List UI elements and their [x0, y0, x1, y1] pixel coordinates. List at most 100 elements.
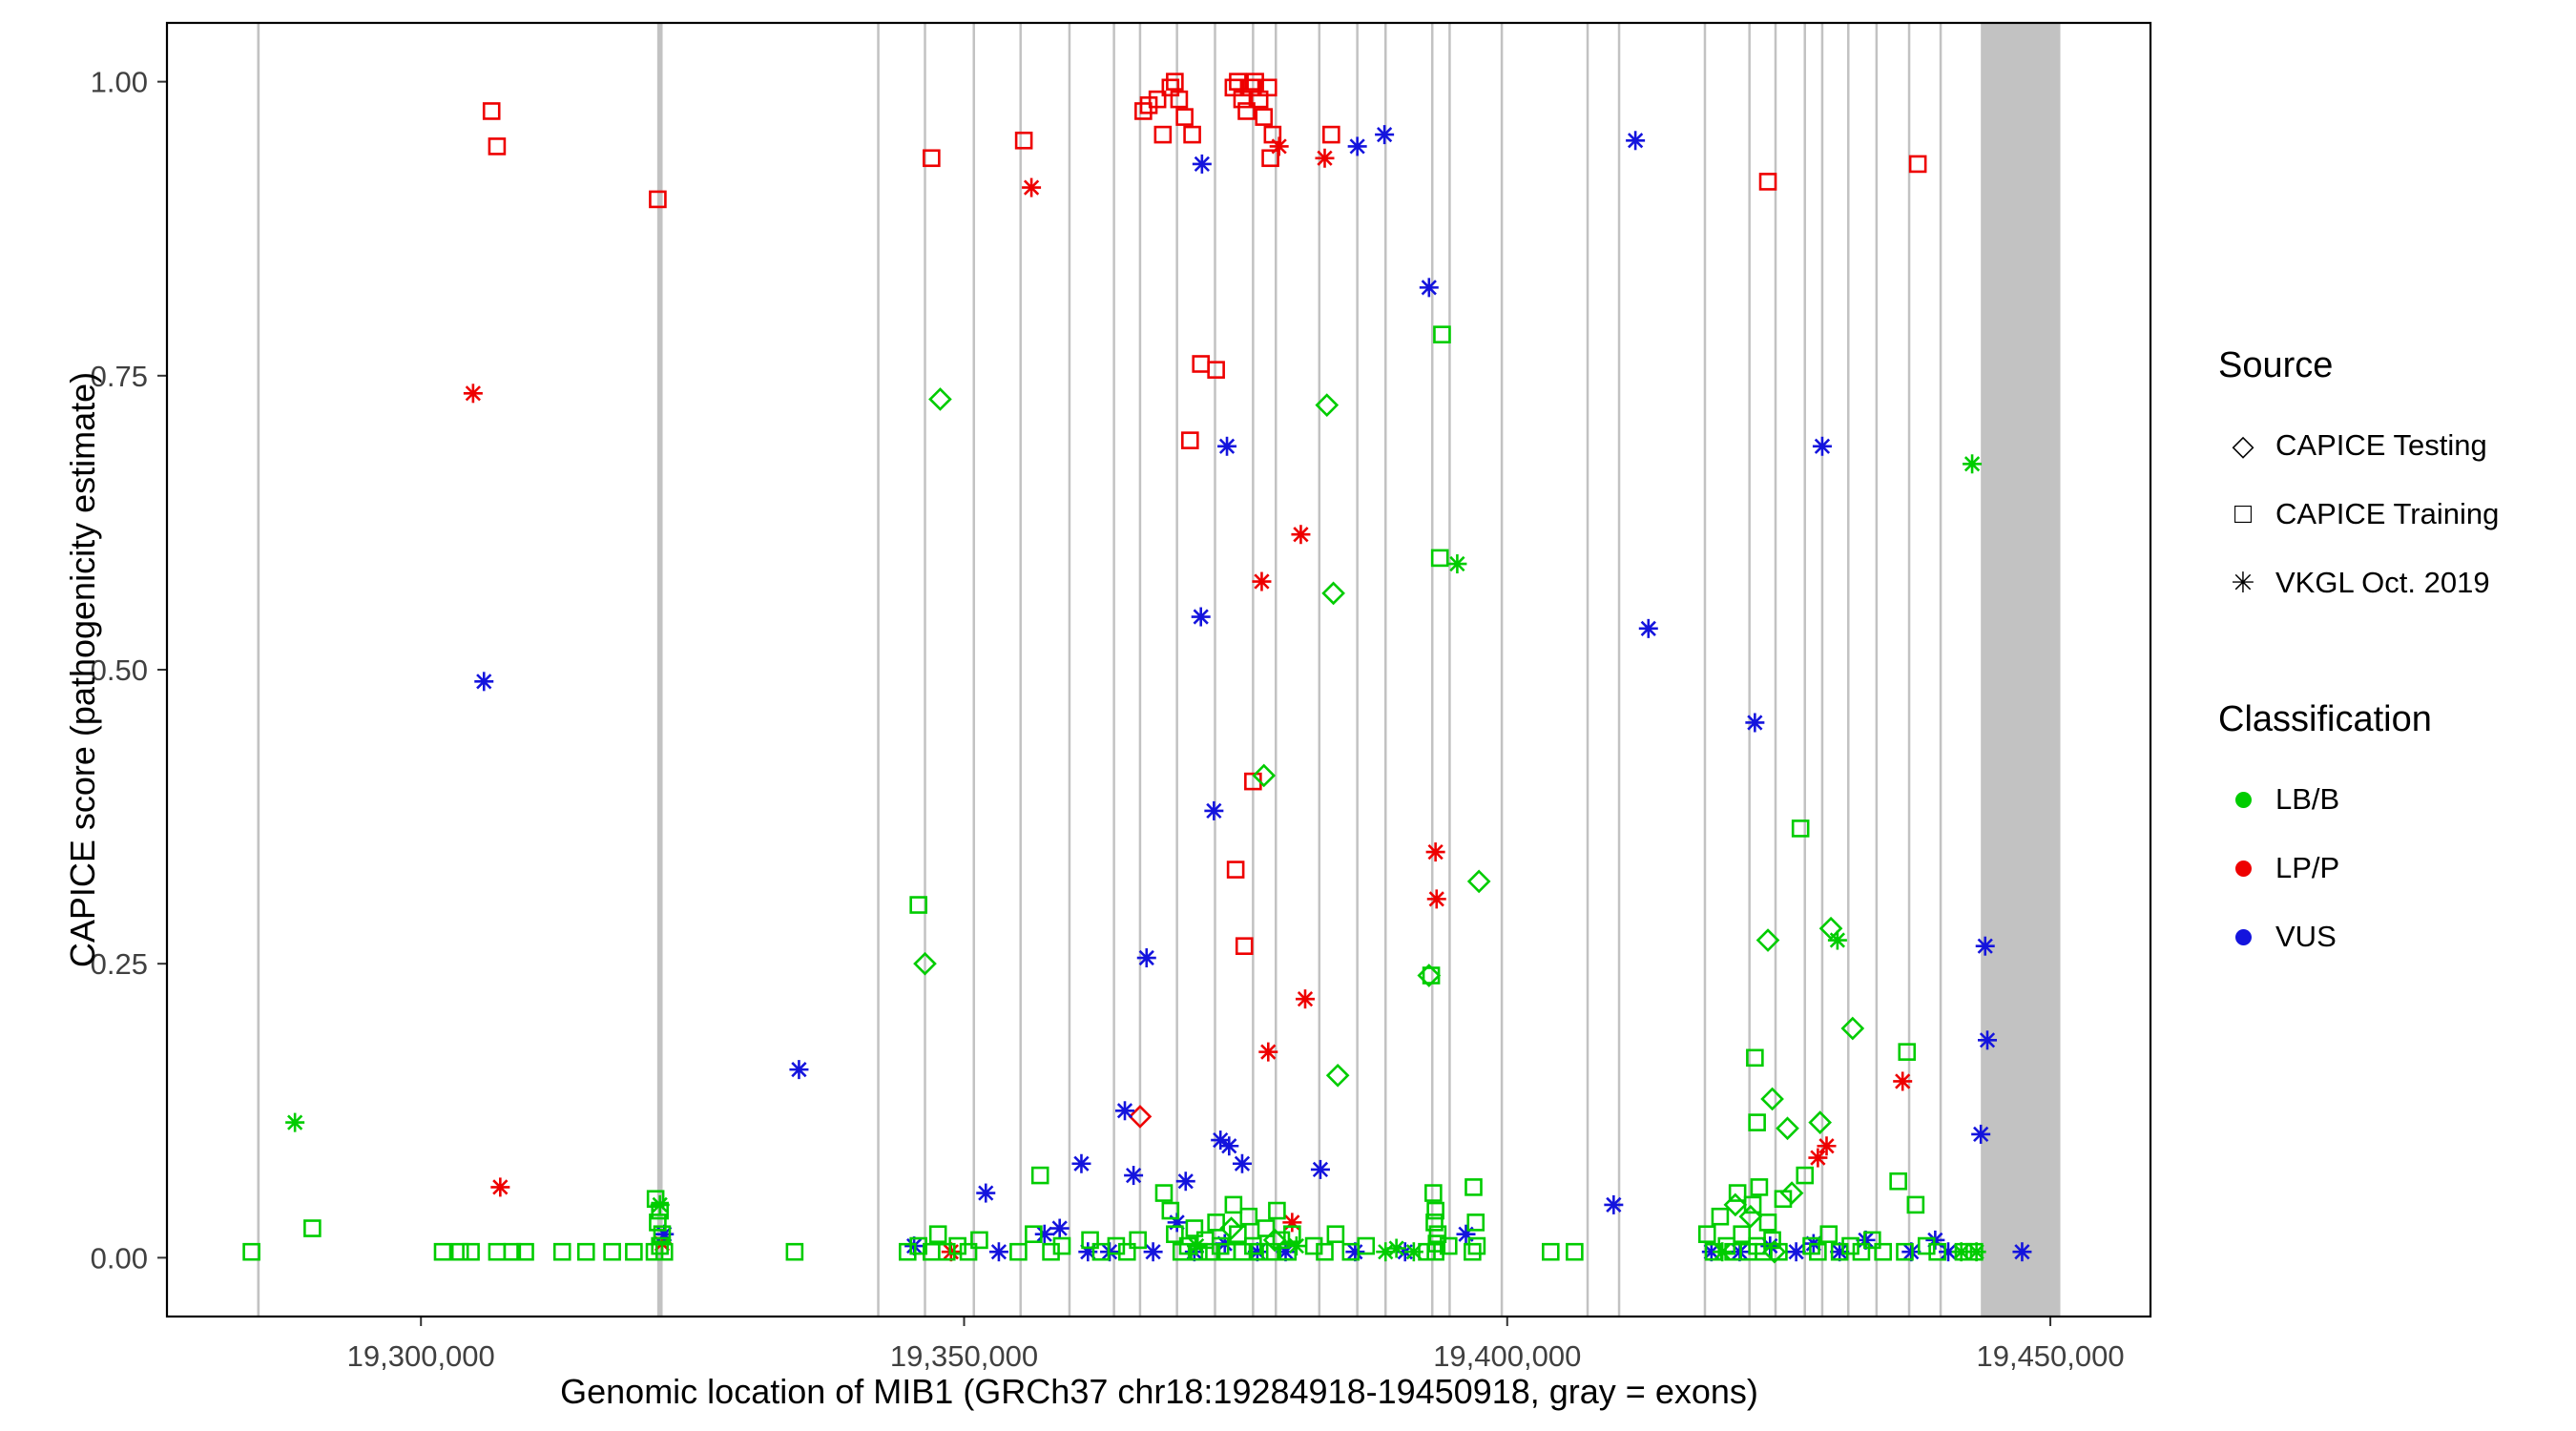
data-point-square — [970, 1231, 988, 1250]
data-point-square — [1874, 1242, 1893, 1261]
data-point-square — [482, 102, 501, 120]
exon-region — [1448, 23, 1451, 1317]
data-point-square — [1439, 1236, 1458, 1255]
x-axis-title: Genomic location of MIB1 (GRCh37 chr18:1… — [560, 1372, 1758, 1411]
data-point-square — [1207, 361, 1225, 379]
asterisk-icon: ✳ — [2231, 567, 2255, 599]
data-point-square — [1774, 1190, 1793, 1209]
data-point-square — [1258, 78, 1278, 97]
data-point-square — [1014, 131, 1033, 150]
data-point-diamond — [1755, 928, 1780, 952]
data-point-square — [649, 1213, 667, 1232]
y-axis-title-wrap: CAPICE score (pathogenicity estimate) — [19, 23, 102, 1317]
lbb-dot-icon — [2234, 791, 2252, 808]
data-point-asterisk — [1116, 1103, 1133, 1119]
data-point-asterisk — [1193, 609, 1209, 625]
legend-label-capice-training: CAPICE Training — [2275, 497, 2500, 530]
data-point-square — [1181, 431, 1199, 449]
data-point-asterisk — [1421, 280, 1437, 296]
data-point-square — [1748, 1113, 1766, 1131]
data-point-square — [1467, 1236, 1486, 1255]
exon-region — [1019, 23, 1022, 1317]
data-point-diamond — [1252, 763, 1277, 788]
data-point-square — [1908, 155, 1927, 174]
exon-region — [1252, 23, 1255, 1317]
data-point-square — [1322, 125, 1340, 144]
legend-item-capice-training: □ CAPICE Training — [2218, 480, 2499, 549]
data-point-asterisk — [1640, 620, 1656, 636]
data-point-square — [1052, 1236, 1071, 1255]
data-point-asterisk — [791, 1062, 807, 1078]
data-point-square — [488, 137, 507, 156]
data-point-square — [1733, 1225, 1751, 1244]
exon-region — [1068, 23, 1071, 1317]
exon-region — [1586, 23, 1589, 1317]
data-point-asterisk — [1177, 1173, 1194, 1190]
exon-region — [1774, 23, 1777, 1317]
exon-region — [656, 23, 663, 1317]
legend-source-title: Source — [2218, 345, 2334, 385]
data-point-square — [1466, 1213, 1485, 1232]
data-point-square — [651, 1236, 669, 1255]
exon-region — [1748, 23, 1751, 1317]
data-point-asterisk — [1832, 1244, 1848, 1260]
data-point-asterisk — [1628, 133, 1644, 149]
data-point-square — [1081, 1231, 1099, 1250]
data-point-square — [303, 1219, 322, 1237]
data-point-square — [1148, 90, 1167, 109]
data-point-square — [1237, 102, 1256, 120]
data-point-square — [1304, 1236, 1323, 1255]
exon-region — [1847, 23, 1850, 1317]
data-point-square — [654, 1242, 674, 1261]
exon-region — [924, 23, 926, 1317]
data-point-square — [1566, 1242, 1584, 1261]
data-point-asterisk — [1297, 991, 1314, 1007]
legend-label-lbb: LB/B — [2275, 782, 2340, 816]
data-point-square — [1192, 355, 1210, 373]
y-tick-label: 0.25 — [91, 947, 148, 981]
data-point-square — [1791, 819, 1810, 838]
data-point-square — [1326, 1225, 1345, 1244]
data-point-asterisk — [492, 1179, 509, 1195]
data-point-square — [1728, 1184, 1747, 1202]
data-point-asterisk — [2014, 1244, 2030, 1260]
data-point-square — [1246, 73, 1264, 91]
data-point-asterisk — [1829, 932, 1846, 948]
data-point-square — [1261, 1242, 1279, 1261]
data-point-square — [1030, 1166, 1049, 1185]
legend-item-lbb: LB/B — [2218, 765, 2499, 834]
data-point-square — [1758, 173, 1777, 191]
data-point-asterisk — [1271, 138, 1287, 155]
exon-region — [1112, 23, 1115, 1317]
exon-region — [1214, 23, 1216, 1317]
exon-region — [1384, 23, 1387, 1317]
data-point-asterisk — [1814, 438, 1831, 454]
data-point-square — [928, 1225, 947, 1244]
y-tick-label: 1.00 — [91, 66, 148, 99]
data-point-diamond — [1128, 1105, 1153, 1129]
legend: Source ◇ CAPICE Testing □ CAPICE Trainin… — [2218, 345, 2499, 971]
data-point-square — [1185, 1219, 1204, 1237]
lbb-dot-wrap — [2218, 791, 2268, 808]
x-tick-label: 19,300,000 — [347, 1339, 495, 1373]
data-point-square — [1965, 1242, 1984, 1261]
data-point-diamond — [928, 387, 952, 411]
legend-item-lpp: LP/P — [2218, 834, 2499, 902]
data-point-square — [1426, 1242, 1444, 1261]
data-point-asterisk — [1221, 1138, 1237, 1154]
data-point-square — [1166, 73, 1184, 91]
legend-label-vus: VUS — [2275, 920, 2337, 953]
data-point-square — [1233, 1242, 1252, 1261]
y-axis-title: CAPICE score (pathogenicity estimate) — [63, 371, 102, 968]
data-point-square — [1257, 1219, 1276, 1237]
data-point-square — [1042, 1242, 1060, 1261]
legend-label-vkgl: VKGL Oct. 2019 — [2275, 566, 2490, 599]
exon-region — [1939, 23, 1942, 1317]
data-point-square — [1261, 149, 1279, 168]
data-point-square — [1424, 1184, 1443, 1202]
data-point-square — [1278, 1242, 1298, 1261]
data-point-asterisk — [1973, 1126, 1989, 1143]
data-point-square — [1906, 1195, 1925, 1214]
data-point-asterisk — [287, 1114, 303, 1130]
